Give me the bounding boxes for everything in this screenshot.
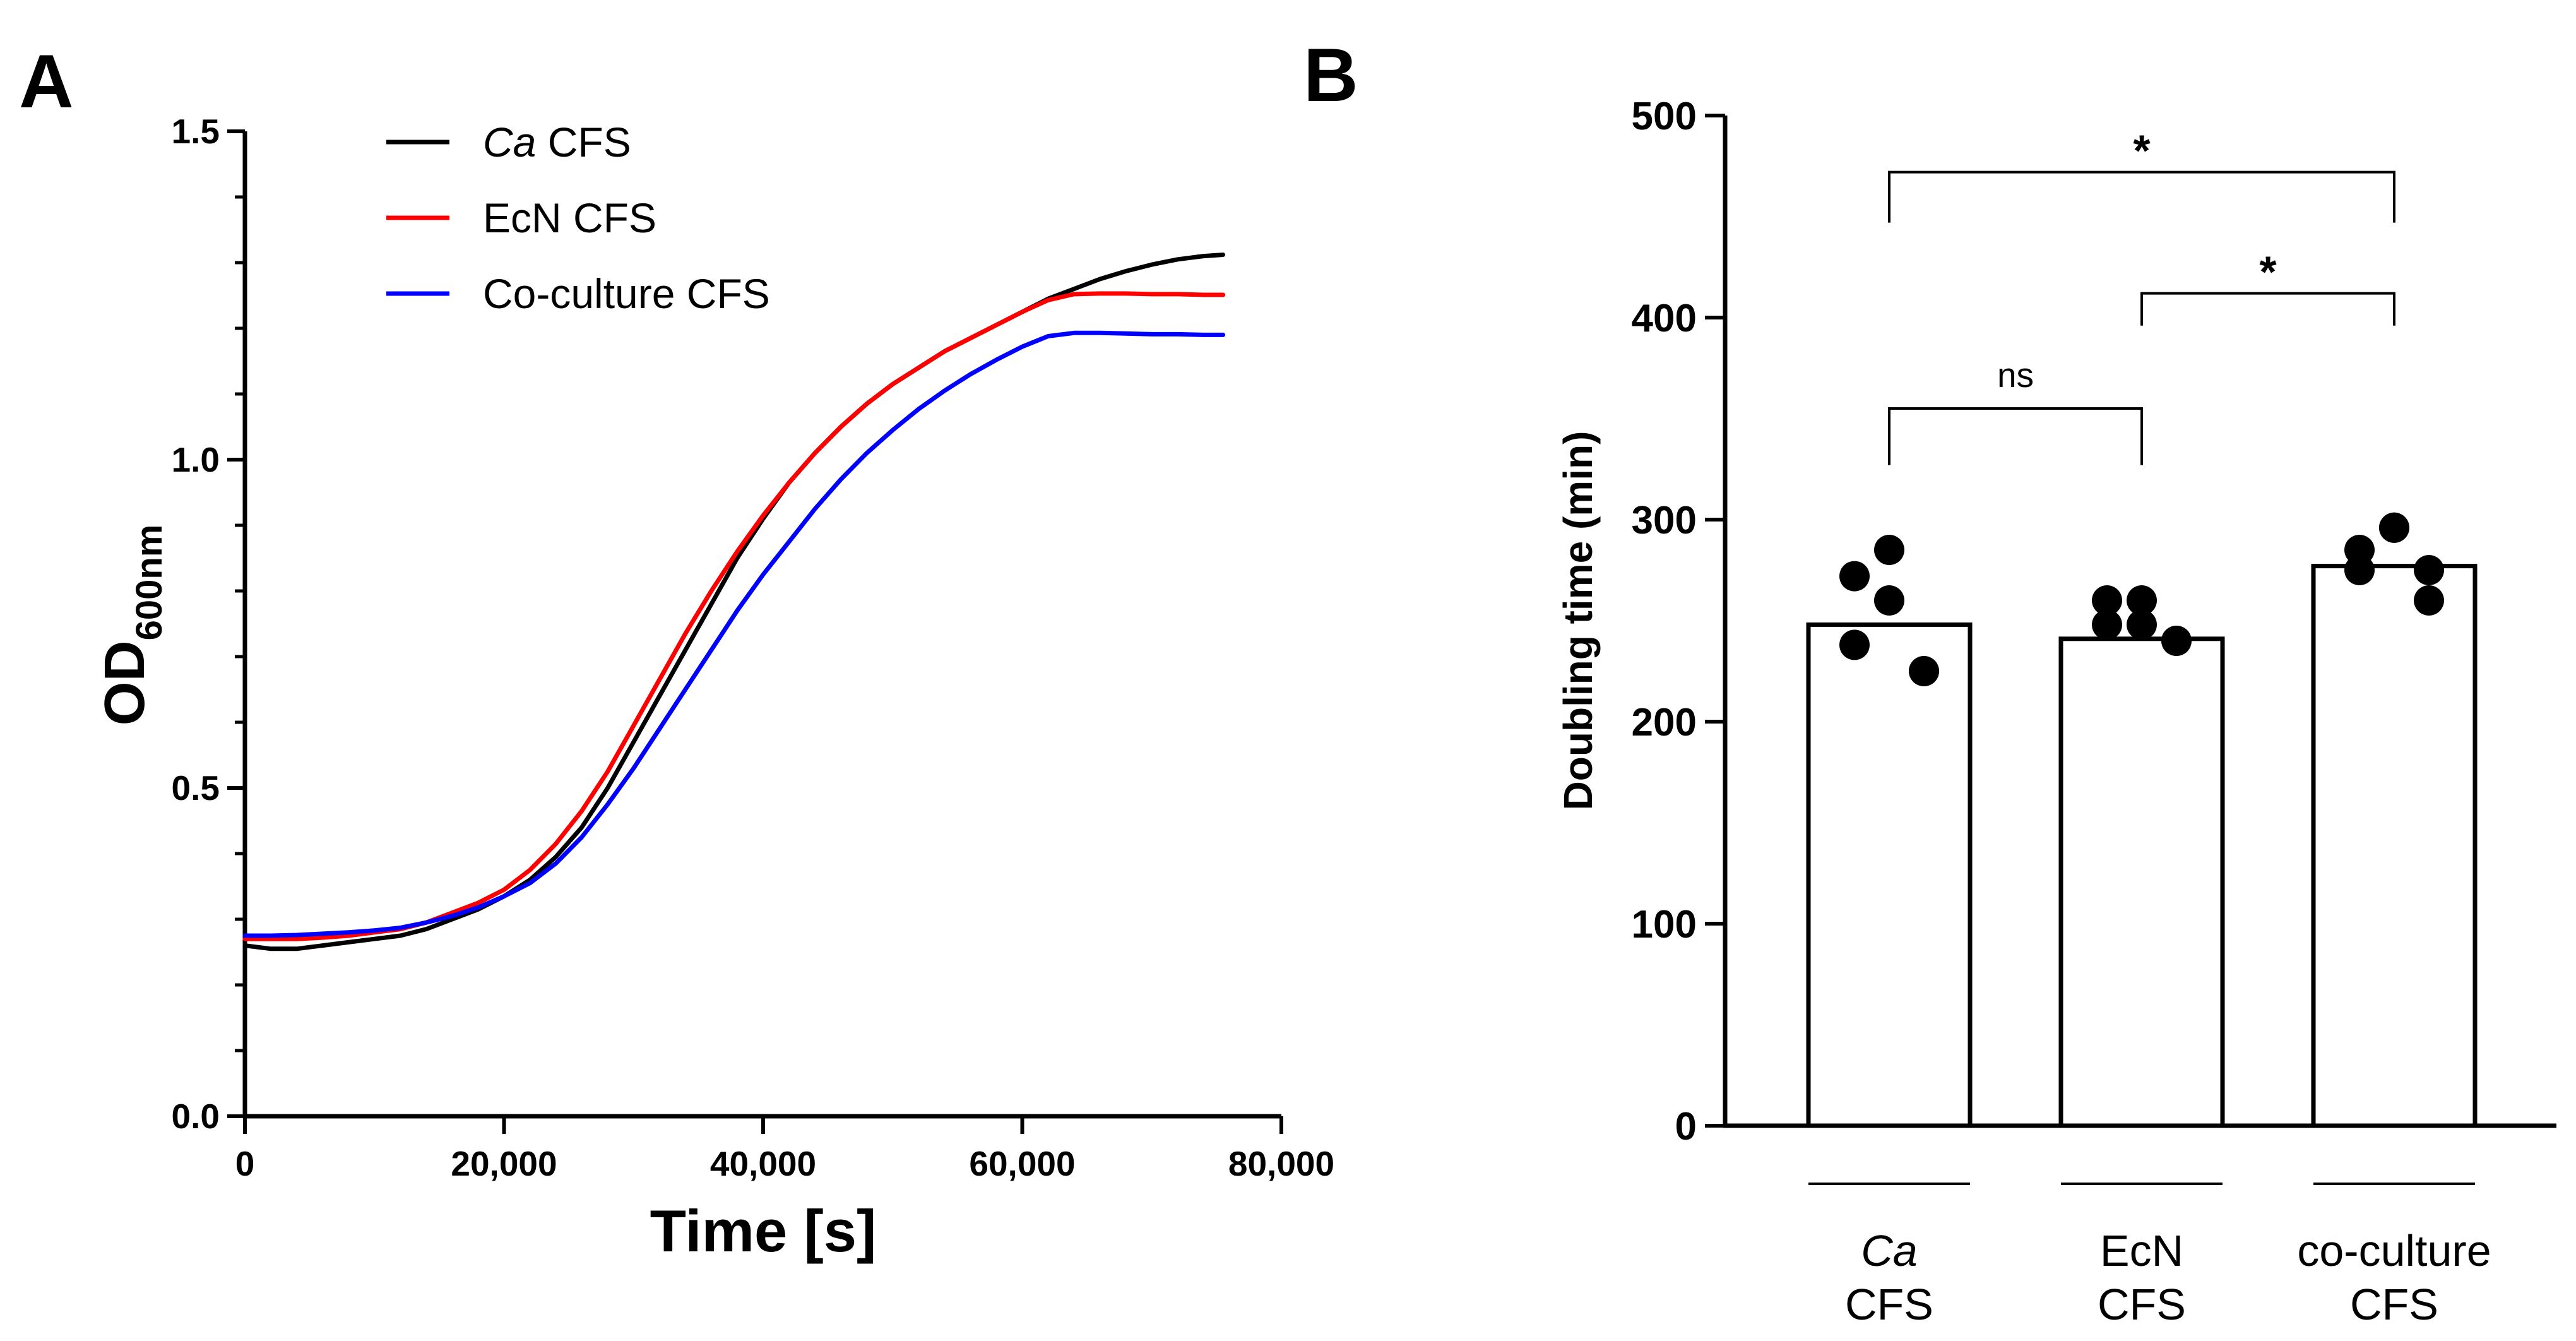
legend-label-text: Co-culture CFS: [483, 270, 770, 317]
category-label-line2-3: CFS: [2350, 1280, 2438, 1329]
data-point-3-6: [2414, 555, 2444, 585]
data-point-3-4: [2344, 555, 2375, 585]
y-tick-label: 0.5: [172, 768, 220, 808]
bar-2: [2058, 636, 2225, 1128]
x-tick-label: 0: [235, 1144, 255, 1183]
significance-bracket-1: [1888, 407, 2143, 465]
category-label-line1-2: EcN: [2100, 1226, 2183, 1275]
legend-label-text: CFS: [536, 119, 631, 165]
data-point-2-6: [2161, 626, 2192, 656]
x-tick-label: 80,000: [1228, 1144, 1334, 1183]
y-tick-label: 100: [1632, 903, 1697, 946]
significance-label-1: ns: [1997, 355, 2034, 395]
y-axis-title-main: OD: [93, 640, 157, 725]
y-tick-label: 0.0: [172, 1097, 220, 1136]
data-point-3-5: [2414, 585, 2444, 616]
significance-label-2: *: [2259, 247, 2277, 297]
data-point-1-1: [1839, 561, 1870, 592]
data-point-3-3: [2379, 512, 2409, 543]
significance-bracket-3: [1888, 170, 2395, 223]
data-point-1-2: [1874, 535, 1904, 565]
y-tick-label: 300: [1632, 499, 1697, 542]
panel-b-letter: B: [1303, 33, 1358, 117]
category-label-text: co-culture: [2297, 1226, 2491, 1275]
y-axis-title: OD600nm: [93, 525, 170, 726]
y-tick-label: 200: [1632, 701, 1697, 744]
data-point-1-4: [1839, 629, 1870, 660]
category-label-line2-2: CFS: [2098, 1280, 2186, 1329]
y-axis-title-subscript: 600nm: [129, 525, 170, 641]
category-label-line1-1: Ca: [1861, 1226, 1917, 1275]
y-tick-label: 400: [1632, 297, 1697, 340]
series-line-3: [242, 330, 1226, 938]
legend-label-3: Co-culture CFS: [483, 270, 770, 317]
panel-a-letter: A: [19, 39, 74, 124]
legend-label-2: EcN CFS: [483, 194, 656, 241]
significance-bracket-2: [2140, 292, 2395, 326]
category-label-italic: Ca: [1861, 1226, 1917, 1275]
x-tick-label: 20,000: [451, 1144, 557, 1183]
panel-b-bar-chart: 0 100 200 300 400 500 Doubling time (min) ns * * C…: [1555, 95, 2556, 1329]
x-tick-label: 40,000: [710, 1144, 816, 1183]
data-point-2-4: [2092, 609, 2122, 640]
y-tick-label: 500: [1632, 95, 1697, 138]
y-tick-label: 1.5: [172, 112, 220, 151]
legend-label-text: EcN CFS: [483, 194, 656, 241]
y-tick-label: 0: [1675, 1105, 1697, 1148]
data-point-2-3: [2127, 609, 2157, 640]
data-point-1-6: [1909, 656, 1939, 686]
category-label-line2-1: CFS: [1845, 1280, 1933, 1329]
series-line-1: [242, 253, 1226, 951]
y-tick-label: 1.0: [172, 440, 220, 479]
bar-3: [2311, 564, 2478, 1128]
legend-label-1: Ca CFS: [483, 119, 631, 165]
significance-label-3: *: [2133, 126, 2151, 176]
x-tick-label: 60,000: [969, 1144, 1075, 1183]
data-point-2-1: [2092, 585, 2122, 616]
data-point-2-2: [2127, 585, 2157, 616]
data-point-1-3: [1874, 585, 1904, 616]
x-axis-title: Time [s]: [650, 1198, 877, 1264]
bar-1: [1806, 622, 1973, 1128]
category-label-line1-3: co-culture: [2297, 1226, 2491, 1275]
category-label-text: EcN: [2100, 1226, 2183, 1275]
y-axis-title: Doubling time (min): [1555, 431, 1601, 811]
legend-label-italic: Ca: [483, 119, 536, 165]
panel-a-line-chart: 0.0 0.5 1.0 1.5 0 20,000 40,000 60,000 80,000 Tim…: [93, 112, 1334, 1264]
